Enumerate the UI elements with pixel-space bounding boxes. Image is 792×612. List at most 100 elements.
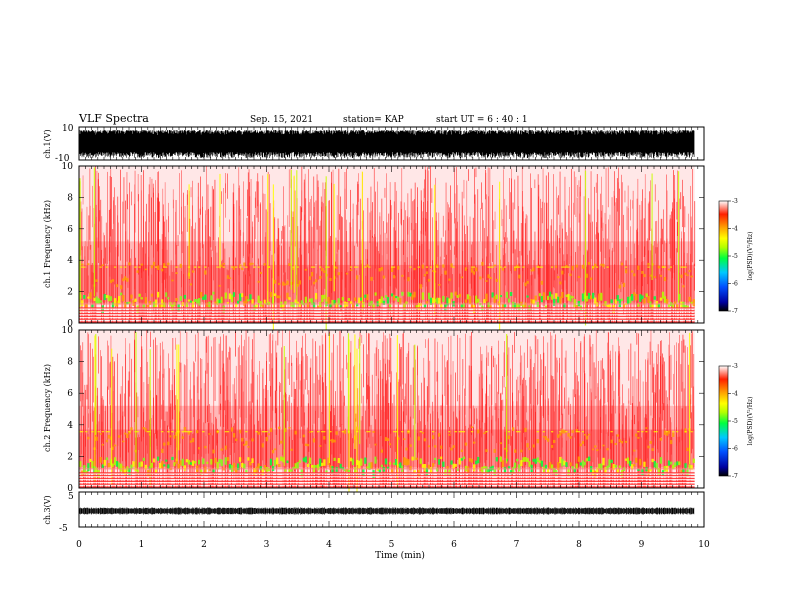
spectrogram-cell	[96, 424, 98, 488]
spectrogram-cell	[571, 231, 573, 324]
spectrogram-cell	[305, 198, 307, 299]
spectrogram-cell	[124, 276, 127, 281]
spectrogram-cell	[491, 292, 494, 298]
spectrogram-cell	[397, 464, 400, 467]
spectrogram-cell	[198, 459, 201, 465]
spectrogram-cell	[558, 195, 559, 215]
spectrogram-cell	[579, 191, 581, 278]
ch1-colorbar-label: log(PSD)(V²/Hz)	[747, 232, 754, 281]
spectrogram-cell	[296, 462, 299, 469]
spectrogram-cell	[150, 265, 154, 269]
spectrogram-cell	[561, 222, 563, 290]
spectrogram-cell	[79, 303, 695, 305]
spectrogram-cell	[146, 361, 148, 454]
spectrogram-cell	[505, 291, 509, 298]
spectrogram-cell	[652, 418, 653, 488]
spectrogram-cell	[452, 266, 455, 268]
spectrogram-cell	[388, 403, 390, 488]
spectrogram-cell	[317, 305, 320, 308]
spectrogram-cell	[101, 431, 104, 433]
spectrogram-cell	[315, 465, 318, 468]
spectrogram-cell	[177, 235, 179, 247]
spectrogram-cell	[672, 464, 675, 470]
spectrogram-cell	[286, 460, 289, 464]
spectrogram-cell	[365, 275, 367, 323]
spectrogram-cell	[610, 359, 611, 488]
spectrogram-cell	[122, 466, 125, 474]
spectrogram-cell	[575, 264, 578, 268]
spectrogram-cell	[354, 245, 355, 324]
spectrogram-cell	[389, 333, 391, 374]
spectrogram-cell	[519, 362, 521, 488]
spectrogram-cell	[293, 175, 295, 293]
spectrogram-cell	[632, 190, 634, 322]
spectrogram-cell	[489, 167, 491, 264]
spectrogram-cell	[280, 383, 281, 392]
spectrogram-cell	[187, 246, 188, 323]
spectrogram-cell	[293, 399, 295, 441]
spectrogram-cell	[263, 299, 267, 305]
spectrogram-cell	[248, 336, 250, 440]
spectrogram-cell	[518, 274, 521, 279]
spectrogram-cell	[421, 432, 425, 434]
spectrogram-cell	[333, 408, 335, 488]
spectrogram-cell	[248, 402, 250, 488]
spectrogram-cell	[307, 356, 308, 395]
spectrogram-cell	[183, 294, 187, 299]
spectrogram-cell	[85, 434, 86, 488]
spectrogram-cell	[588, 213, 590, 293]
spectrogram-cell	[571, 168, 572, 293]
spectrogram-cell	[128, 430, 131, 435]
spectrogram-cell	[541, 201, 543, 224]
spectrogram-cell	[605, 414, 607, 488]
spectrogram-cell	[88, 215, 90, 261]
spectrogram-cell	[115, 284, 119, 288]
spectrogram-cell	[388, 360, 390, 378]
spectrogram-cell	[287, 215, 289, 280]
spectrogram-cell	[336, 253, 338, 278]
spectrogram-cell	[85, 431, 88, 433]
spectrogram-cell	[452, 445, 455, 448]
spectrogram-cell	[165, 273, 167, 323]
spectrogram-cell	[265, 385, 266, 488]
spectrogram-cell	[105, 405, 106, 430]
spectrogram-cell	[503, 447, 507, 450]
spectrogram-cell	[253, 468, 256, 475]
spectrogram-cell	[626, 408, 627, 488]
spectrogram-cell	[454, 193, 456, 316]
spectrogram-cell	[464, 265, 466, 323]
spectrogram-cell	[474, 194, 475, 304]
spectrogram-cell	[262, 193, 264, 315]
spectrogram-cell	[209, 236, 210, 323]
spectrogram-cell	[99, 457, 102, 463]
spectrogram-cell	[539, 422, 541, 451]
spectrogram-cell	[105, 222, 107, 310]
spectrogram-cell	[652, 245, 654, 321]
spectrogram-cell	[196, 430, 199, 434]
spectrogram-cell	[309, 367, 311, 488]
spectrogram-cell	[298, 460, 301, 463]
spectrogram-cell	[425, 339, 426, 348]
spectrogram-cell	[185, 302, 189, 307]
spectrogram-cell	[441, 274, 443, 316]
spectrogram-cell	[605, 168, 607, 317]
spectrogram-cell	[567, 235, 568, 324]
spectrogram-cell	[164, 182, 166, 323]
spectrogram-cell	[341, 217, 343, 280]
spectrogram-cell	[388, 462, 392, 465]
spectrogram-cell	[167, 425, 169, 489]
spectrogram-cell	[499, 456, 503, 462]
spectrogram-cell	[276, 238, 278, 323]
spectrogram-cell	[449, 207, 450, 299]
spectrogram-cell	[565, 259, 567, 289]
spectrogram-cell	[140, 263, 143, 266]
spectrogram-cell	[103, 459, 106, 466]
spectrogram-cell	[385, 363, 386, 489]
spectrogram-cell	[432, 297, 435, 304]
spectrogram-cell	[430, 166, 431, 269]
spectrogram-cell	[434, 457, 437, 460]
spectrogram-cell	[536, 265, 539, 268]
spectrogram-cell	[407, 193, 409, 243]
spectrogram-cell	[337, 298, 340, 305]
spectrogram-cell	[514, 266, 517, 268]
